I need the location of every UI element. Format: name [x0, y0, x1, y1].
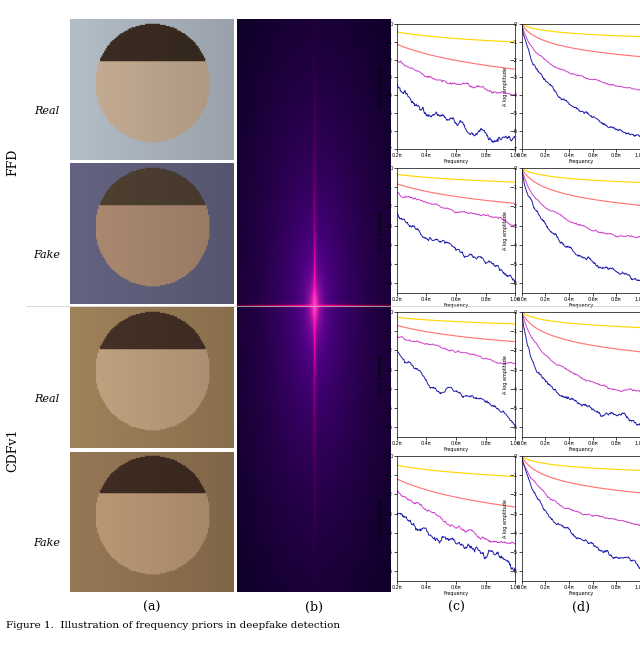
- X-axis label: Frequency: Frequency: [444, 159, 468, 164]
- Text: (a): (a): [143, 601, 161, 614]
- X-axis label: Frequency: Frequency: [444, 447, 468, 452]
- Text: Real: Real: [34, 106, 59, 116]
- Text: (d): (d): [572, 601, 590, 614]
- Text: (c): (c): [447, 601, 465, 614]
- Y-axis label: A log amplitude: A log amplitude: [503, 67, 508, 106]
- Y-axis label: A log amplitude: A log amplitude: [503, 211, 508, 250]
- Text: (b): (b): [305, 601, 323, 614]
- Text: FFD: FFD: [6, 148, 19, 176]
- X-axis label: Frequency: Frequency: [444, 303, 468, 308]
- X-axis label: Frequency: Frequency: [568, 303, 593, 308]
- X-axis label: Frequency: Frequency: [444, 591, 468, 596]
- Text: Fake: Fake: [33, 250, 60, 260]
- Y-axis label: A log amplitude: A log amplitude: [378, 499, 383, 538]
- Y-axis label: A log amplitude: A log amplitude: [503, 499, 508, 538]
- Y-axis label: A log amplitude: A log amplitude: [378, 67, 383, 106]
- Text: Real: Real: [34, 394, 59, 404]
- Y-axis label: A log amplitude: A log amplitude: [378, 211, 383, 250]
- Text: CDFv1: CDFv1: [6, 428, 19, 472]
- Text: Fake: Fake: [33, 538, 60, 548]
- X-axis label: Frequency: Frequency: [568, 447, 593, 452]
- X-axis label: Frequency: Frequency: [568, 159, 593, 164]
- Y-axis label: A log amplitude: A log amplitude: [503, 355, 508, 394]
- Y-axis label: A log amplitude: A log amplitude: [378, 355, 383, 394]
- Text: Figure 1.  Illustration of frequency priors in deepfake detection: Figure 1. Illustration of frequency prio…: [6, 621, 340, 630]
- X-axis label: Frequency: Frequency: [568, 591, 593, 596]
